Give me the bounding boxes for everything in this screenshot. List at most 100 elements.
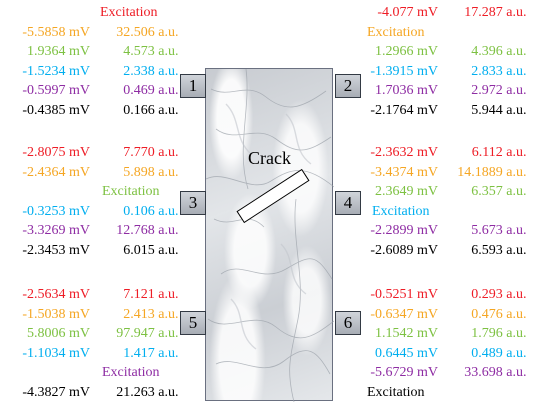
amplitude-value: 12.768 a.u. — [116, 223, 179, 238]
reading-row: -2.2899 mV 5.673 a.u. — [360, 221, 550, 241]
reading-row: -3.3269 mV 12.768 a.u. — [0, 221, 200, 241]
sensor-6-box: 6 — [335, 311, 361, 335]
voltage-value: -2.2899 mV — [370, 223, 438, 238]
voltage-value: -2.4364 mV — [22, 164, 90, 180]
reading-row: -2.1764 mV 5.944 a.u. — [360, 101, 550, 121]
reading-row: -2.3453 mV 6.015 a.u. — [0, 241, 200, 261]
reading-row: -4.077 mV 17.287 a.u. — [360, 3, 550, 23]
sensor-3-readings: -2.8075 mV 7.770 a.u. -2.4364 mV 5.898 a… — [0, 143, 200, 260]
voltage-value: -4.077 mV — [377, 5, 438, 20]
voltage-value: -5.5858 mV — [22, 24, 90, 40]
amplitude-value: 2.413 a.u. — [123, 306, 179, 322]
voltage-value: -4.3827 mV — [22, 384, 90, 400]
sensor-5-box: 5 — [180, 311, 206, 335]
voltage-value: -0.4385 mV — [22, 102, 90, 118]
amplitude-value: 0.293 a.u. — [471, 287, 527, 302]
amplitude-value: 2.338 a.u. — [123, 63, 179, 79]
sensor-3-box: 3 — [180, 191, 206, 215]
voltage-value: -2.1764 mV — [370, 102, 438, 118]
amplitude-value: 2.833 a.u. — [471, 63, 527, 79]
marble-veins — [206, 69, 334, 402]
voltage-value: -1.5234 mV — [22, 63, 90, 79]
amplitude-value: 0.489 a.u. — [471, 345, 527, 361]
amplitude-value: 32.506 a.u. — [116, 24, 179, 40]
amplitude-value: 33.698 a.u. — [464, 365, 527, 380]
reading-row: -1.1034 mV 1.417 a.u. — [0, 344, 200, 364]
voltage-value: -2.5634 mV — [22, 287, 90, 302]
voltage-value: -2.3632 mV — [370, 145, 438, 160]
amplitude-value: 6.015 a.u. — [123, 242, 179, 258]
amplitude-value: 0.106 a.u. — [123, 203, 179, 219]
voltage-value: 1.1542 mV — [375, 326, 438, 341]
crack-label: Crack — [248, 148, 291, 168]
voltage-value: 1.7036 mV — [375, 83, 438, 98]
reading-row: -2.6089 mV 6.593 a.u. — [360, 241, 550, 261]
amplitude-value: 0.476 a.u. — [471, 306, 527, 322]
reading-row: 2.3649 mV 6.357 a.u. — [360, 182, 550, 202]
reading-row: -4.3827 mV 21.263 a.u. — [0, 383, 200, 403]
voltage-value: -3.3269 mV — [22, 223, 90, 238]
voltage-value: -3.4374 mV — [370, 164, 438, 180]
sensor-2-box: 2 — [335, 74, 361, 98]
voltage-value: -1.3915 mV — [370, 63, 438, 79]
reading-row: 1.9364 mV 4.573 a.u. — [0, 42, 200, 62]
amplitude-value: 7.121 a.u. — [123, 287, 179, 302]
voltage-value: 1.9364 mV — [27, 44, 90, 59]
reading-row: -1.5234 mV 2.338 a.u. — [0, 62, 200, 82]
voltage-value: -0.6347 mV — [370, 306, 438, 322]
reading-row: -2.4364 mV 5.898 a.u. — [0, 163, 200, 183]
sensor-1-readings: Excitation -5.5858 mV 32.506 a.u. 1.9364… — [0, 3, 200, 120]
reading-row: 0.6445 mV 0.489 a.u. — [360, 344, 550, 364]
voltage-value: -0.3253 mV — [22, 203, 90, 219]
sensor-5-readings: -2.5634 mV 7.121 a.u. -1.5038 mV 2.413 a… — [0, 285, 200, 402]
amplitude-value: 1.417 a.u. — [123, 345, 179, 361]
reading-row: -0.4385 mV 0.166 a.u. — [0, 101, 200, 121]
amplitude-value: 6.593 a.u. — [471, 242, 527, 258]
amplitude-value: 4.396 a.u. — [471, 44, 527, 59]
amplitude-value: 5.944 a.u. — [471, 102, 527, 118]
amplitude-value: 17.287 a.u. — [464, 5, 527, 20]
amplitude-value: 21.263 a.u. — [116, 384, 179, 400]
sensor-4-readings: -2.3632 mV 6.112 a.u. -3.4374 mV 14.1889… — [360, 143, 550, 260]
reading-row: -2.3632 mV 6.112 a.u. — [360, 143, 550, 163]
amplitude-value: 97.947 a.u. — [116, 326, 179, 341]
amplitude-value: 2.972 a.u. — [471, 83, 527, 98]
voltage-value: -2.8075 mV — [22, 145, 90, 160]
amplitude-value: 0.166 a.u. — [123, 102, 179, 118]
reading-row: -0.5997 mV 0.469 a.u. — [0, 81, 200, 101]
sensor-1-box: 1 — [180, 74, 206, 98]
reading-row: -2.8075 mV 7.770 a.u. — [0, 143, 200, 163]
voltage-value: -0.5251 mV — [370, 287, 438, 302]
voltage-value: -1.1034 mV — [22, 345, 90, 361]
amplitude-value: 7.770 a.u. — [123, 145, 179, 160]
voltage-value: 5.8006 mV — [27, 326, 90, 341]
sensor-4-box: 4 — [335, 191, 361, 215]
voltage-value: -1.5038 mV — [22, 306, 90, 322]
voltage-value: -2.6089 mV — [370, 242, 438, 258]
reading-row: -5.5858 mV 32.506 a.u. — [0, 23, 200, 43]
excitation-label: Excitation — [100, 5, 158, 20]
voltage-value: -0.5997 mV — [22, 83, 90, 98]
amplitude-value: 6.112 a.u. — [471, 145, 527, 160]
reading-row: -0.6347 mV 0.476 a.u. — [360, 305, 550, 325]
reading-row: -1.5038 mV 2.413 a.u. — [0, 305, 200, 325]
reading-row: -5.6729 mV 33.698 a.u. — [360, 363, 550, 383]
amplitude-value: 0.469 a.u. — [123, 83, 179, 98]
reading-row: 5.8006 mV 97.947 a.u. — [0, 324, 200, 344]
sensor-2-readings: -4.077 mV 17.287 a.u. Excitation 1.2966 … — [360, 3, 550, 120]
voltage-value: -2.3453 mV — [22, 242, 90, 258]
amplitude-value: 6.357 a.u. — [471, 184, 527, 199]
reading-row: -1.3915 mV 2.833 a.u. — [360, 62, 550, 82]
reading-row: 1.7036 mV 2.972 a.u. — [360, 81, 550, 101]
voltage-value: 2.3649 mV — [375, 184, 438, 199]
amplitude-value: 1.796 a.u. — [471, 326, 527, 341]
excitation-label: Excitation — [372, 203, 430, 219]
excitation-label: Excitation — [367, 384, 425, 400]
amplitude-value: 5.898 a.u. — [123, 164, 179, 180]
reading-row: 1.2966 mV 4.396 a.u. — [360, 42, 550, 62]
amplitude-value: 5.673 a.u. — [471, 223, 527, 238]
excitation-label: Excitation — [102, 184, 160, 199]
amplitude-value: 14.1889 a.u. — [457, 164, 527, 180]
reading-row: -2.5634 mV 7.121 a.u. — [0, 285, 200, 305]
